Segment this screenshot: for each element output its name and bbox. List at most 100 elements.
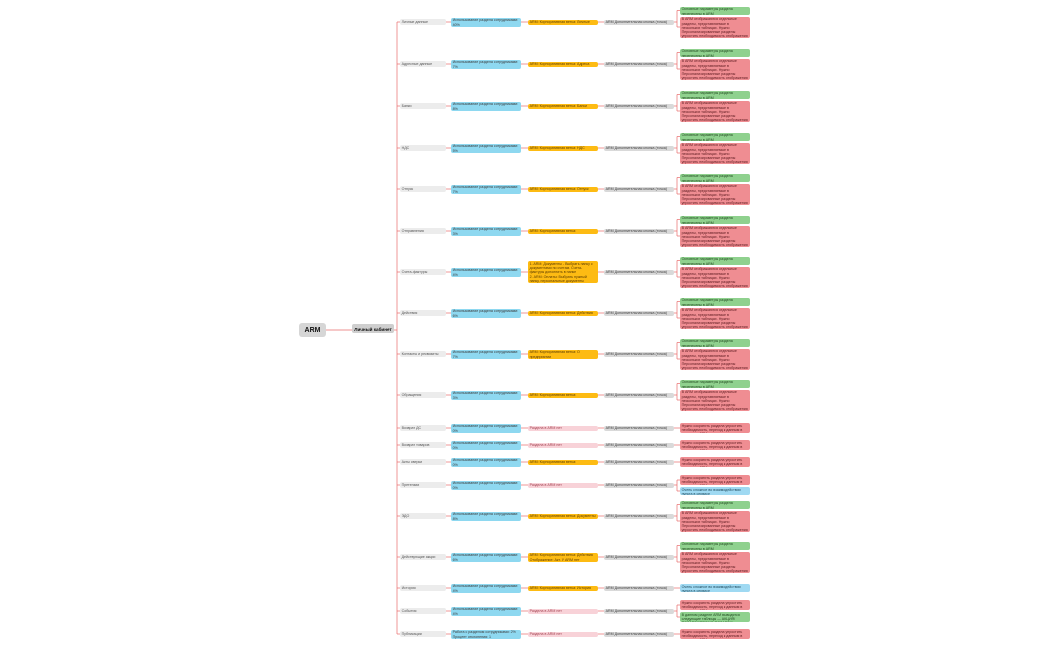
action-box[interactable]: ARM Дополнительная кнопка (точка) Сервис bbox=[604, 482, 674, 488]
outcome-green[interactable]: Основные параметры раздела перенесены в … bbox=[680, 132, 750, 141]
usage-box[interactable]: Использование раздела сотрудниками: 6% П… bbox=[451, 308, 521, 318]
usage-box[interactable]: Использование раздела сотрудниками: 4% П… bbox=[451, 267, 521, 277]
arm-mapping-box[interactable]: ARM: Корпоративная ветка: Действия bbox=[528, 310, 598, 316]
outcome-green[interactable]: Основные параметры раздела перенесены в … bbox=[680, 256, 750, 265]
branch-category[interactable]: События bbox=[400, 608, 446, 614]
action-box[interactable]: ARM Дополнительная кнопка (точка) Сервис bbox=[604, 631, 674, 637]
usage-box[interactable]: Использование раздела сотрудниками: 8% П… bbox=[451, 511, 521, 521]
usage-box[interactable]: Использование раздела сотрудниками: 6% П… bbox=[451, 552, 521, 562]
action-box[interactable]: ARM Дополнительная кнопка (точка) Сервис bbox=[604, 19, 674, 25]
usage-box[interactable]: Работа с разделом сотрудниками: 2% Проце… bbox=[451, 629, 521, 639]
branch-category[interactable]: НДС bbox=[400, 145, 446, 151]
arm-mapping-box[interactable]: ARM: Корпоративная ветка: Отпуск bbox=[528, 186, 598, 192]
outcome-red[interactable]: В ARM отображаются отдельные разделы, пр… bbox=[680, 307, 750, 329]
action-box[interactable]: ARM Дополнительная кнопка (точка) Сервис bbox=[604, 554, 674, 560]
action-box[interactable]: ARM Дополнительная кнопка (точка) Сервис bbox=[604, 392, 674, 398]
arm-mapping-box[interactable]: ARM: Корпоративная ветка: Личные данные bbox=[528, 19, 598, 25]
branch-category[interactable]: ЭДО bbox=[400, 513, 446, 519]
arm-mapping-box[interactable]: 1. ARM: Документы - Выбрать папку с доку… bbox=[528, 261, 598, 283]
branch-category[interactable]: Акты сверки bbox=[400, 459, 446, 465]
outcome-blue[interactable]: Очень сложное во взаимодействии пункта в… bbox=[680, 584, 750, 592]
arm-mapping-box[interactable]: ARM: Корпоративная ветка: История bbox=[528, 585, 598, 591]
branch-category[interactable]: Возврат товаров bbox=[400, 442, 446, 448]
usage-box[interactable]: Использование раздела сотрудниками: 7% П… bbox=[451, 184, 521, 194]
arm-mapping-box[interactable]: ARM: Корпоративная ветка: Обращения bbox=[528, 392, 598, 398]
action-box[interactable]: ARM Дополнительная кнопка (точка) Сервис bbox=[604, 351, 674, 357]
outcome-red[interactable]: В ARM отображаются отдельные разделы, пр… bbox=[680, 266, 750, 288]
outcome-green[interactable]: Основные параметры раздела перенесены в … bbox=[680, 90, 750, 99]
action-box[interactable]: ARM Дополнительная кнопка (точка) Сервис bbox=[604, 145, 674, 151]
outcome-red[interactable]: В ARM отображаются отдельные разделы, пр… bbox=[680, 389, 750, 411]
arm-mapping-box[interactable]: ARM: Корпоративная ветка: Адреса bbox=[528, 61, 598, 67]
outcome-green[interactable]: Основные параметры раздела перенесены в … bbox=[680, 541, 750, 550]
outcome-red[interactable]: В ARM отображаются отдельные разделы, пр… bbox=[680, 551, 750, 573]
outcome-red[interactable]: В ARM отображаются отдельные разделы, пр… bbox=[680, 100, 750, 122]
usage-box[interactable]: Использование раздела сотрудниками: 0% П… bbox=[451, 480, 521, 490]
branch-category[interactable]: Отпуск bbox=[400, 186, 446, 192]
action-box[interactable]: ARM Дополнительная кнопка (точка) Сервис bbox=[604, 310, 674, 316]
branch-category[interactable]: Возврат ДС bbox=[400, 425, 446, 431]
outcome-green[interactable]: Основные параметры раздела перенесены в … bbox=[680, 48, 750, 57]
arm-mapping-box[interactable]: Раздела в ARM нет bbox=[528, 608, 598, 614]
action-box[interactable]: ARM Дополнительная кнопка (точка) Сервис bbox=[604, 269, 674, 275]
branch-category[interactable]: Претензии bbox=[400, 482, 446, 488]
outcome-red[interactable]: Нужно сократить раздела упростить необхо… bbox=[680, 423, 750, 433]
branch-category[interactable]: Счета-фактуры bbox=[400, 269, 446, 275]
usage-box[interactable]: Использование раздела сотрудниками: 40% … bbox=[451, 17, 521, 27]
action-box[interactable]: ARM Дополнительная кнопка (точка) Сервис bbox=[604, 425, 674, 431]
branch-category[interactable]: Действующие акции bbox=[400, 554, 446, 560]
usage-box[interactable]: Использование раздела сотрудниками: 0% П… bbox=[451, 423, 521, 433]
outcome-red[interactable]: Нужно сократить раздела упростить необхо… bbox=[680, 475, 750, 485]
arm-mapping-box[interactable]: ARM: Корпоративная ветка: Документы: Акт… bbox=[528, 459, 598, 465]
usage-box[interactable]: Использование раздела сотрудниками: 3% П… bbox=[451, 226, 521, 236]
outcome-green[interactable]: Основные параметры раздела перенесены в … bbox=[680, 297, 750, 306]
action-box[interactable]: ARM Дополнительная кнопка (точка) Сервис bbox=[604, 228, 674, 234]
outcome-green[interactable]: Основные параметры раздела перенесены в … bbox=[680, 215, 750, 224]
usage-box[interactable]: Использование раздела сотрудниками: 3% П… bbox=[451, 390, 521, 400]
action-box[interactable]: ARM Дополнительная кнопка (точка) Сервис bbox=[604, 459, 674, 465]
arm-mapping-box[interactable]: Раздела в ARM нет bbox=[528, 442, 598, 448]
outcome-red[interactable]: В ARM отображаются отдельные разделы, пр… bbox=[680, 16, 750, 38]
usage-box[interactable]: Использование раздела сотрудниками: 7% П… bbox=[451, 349, 521, 359]
root-node[interactable]: ARM bbox=[299, 323, 326, 337]
outcome-red[interactable]: В ARM отображаются отдельные разделы, пр… bbox=[680, 183, 750, 205]
outcome-green[interactable]: Основные параметры раздела перенесены в … bbox=[680, 173, 750, 182]
usage-box[interactable]: Использование раздела сотрудниками: 8% П… bbox=[451, 101, 521, 111]
usage-box[interactable]: Использование раздела сотрудниками: 4% П… bbox=[451, 583, 521, 593]
outcome-red[interactable]: В ARM отображаются отдельные разделы, пр… bbox=[680, 348, 750, 370]
branch-category[interactable]: Публикации bbox=[400, 631, 446, 637]
branch-category[interactable]: Действия bbox=[400, 310, 446, 316]
action-box[interactable]: ARM Дополнительная кнопка (точка) Сервис bbox=[604, 103, 674, 109]
outcome-red[interactable]: В ARM отображаются отдельные разделы, пр… bbox=[680, 225, 750, 247]
usage-box[interactable]: Использование раздела сотрудниками: 0% П… bbox=[451, 440, 521, 450]
outcome-blue[interactable]: Очень сложное во взаимодействии пункта в… bbox=[680, 487, 750, 495]
outcome-green[interactable]: Основные параметры раздела перенесены в … bbox=[680, 379, 750, 388]
hub-node-personal-cabinet[interactable]: Личный кабинет bbox=[352, 324, 394, 333]
outcome-green[interactable]: Основные параметры раздела перенесены в … bbox=[680, 338, 750, 347]
action-box[interactable]: ARM Дополнительная кнопка (точка) Сервис bbox=[604, 61, 674, 67]
usage-box[interactable]: Использование раздела сотрудниками: 7% П… bbox=[451, 59, 521, 69]
outcome-green[interactable]: Основные параметры раздела перенесены в … bbox=[680, 500, 750, 509]
arm-mapping-box[interactable]: ARM: Корпоративная ветка: Банки bbox=[528, 103, 598, 109]
arm-mapping-box[interactable]: ARM: Корпоративная ветка: Действия Отобр… bbox=[528, 552, 598, 562]
branch-category[interactable]: Обращения bbox=[400, 392, 446, 398]
action-box[interactable]: ARM Дополнительная кнопка (точка) Сервис bbox=[604, 608, 674, 614]
usage-box[interactable]: Использование раздела сотрудниками: 0% П… bbox=[451, 457, 521, 467]
action-box[interactable]: ARM Дополнительная кнопка (точка) Сервис bbox=[604, 186, 674, 192]
outcome-green[interactable]: В данном разделе ARM выводятся следующие… bbox=[680, 612, 750, 622]
outcome-red[interactable]: В ARM отображаются отдельные разделы, пр… bbox=[680, 510, 750, 532]
action-box[interactable]: ARM Дополнительная кнопка (точка) Сервис bbox=[604, 442, 674, 448]
usage-box[interactable]: Использование раздела сотрудниками: 5% П… bbox=[451, 143, 521, 153]
arm-mapping-box[interactable]: Раздела в ARM нет bbox=[528, 425, 598, 431]
branch-category[interactable]: История bbox=[400, 585, 446, 591]
arm-mapping-box[interactable]: ARM: Корпоративная ветка: Отправления bbox=[528, 228, 598, 234]
outcome-red[interactable]: В ARM отображаются отдельные разделы, пр… bbox=[680, 58, 750, 80]
branch-category[interactable]: Адресные данные bbox=[400, 61, 446, 67]
outcome-red[interactable]: Нужно сократить раздела упростить необхо… bbox=[680, 629, 750, 639]
outcome-red[interactable]: Нужно сократить раздела упростить необхо… bbox=[680, 600, 750, 610]
branch-category[interactable]: Контакты и реквизиты bbox=[400, 351, 446, 357]
arm-mapping-box[interactable]: ARM: Корпоративная ветка: О предприятии … bbox=[528, 349, 598, 359]
usage-box[interactable]: Использование раздела сотрудниками: 4% П… bbox=[451, 606, 521, 616]
outcome-red[interactable]: Нужно сократить раздела упростить необхо… bbox=[680, 440, 750, 450]
branch-category[interactable]: Личные данные bbox=[400, 19, 446, 25]
